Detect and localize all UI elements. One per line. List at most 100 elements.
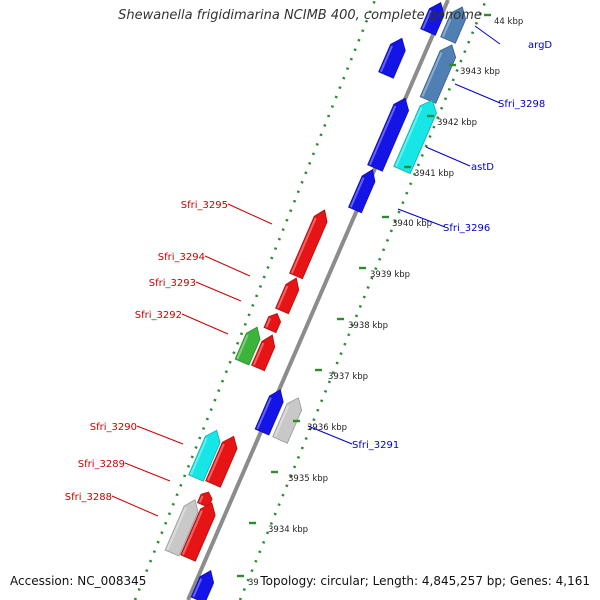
reverse-gene-label-3: Sfri_3293 xyxy=(149,278,196,289)
reverse-gene-9-highlight xyxy=(166,507,187,551)
reverse-gene-7 xyxy=(205,435,238,488)
forward-gene-leader-1 xyxy=(474,25,501,45)
reverse-gene-10-body xyxy=(180,502,216,562)
forward-gene-6 xyxy=(393,99,437,175)
reverse-gene-9-body xyxy=(164,499,199,557)
reverse-gene-10-highlight xyxy=(181,510,203,556)
scale-tick-label-4: 3941 kbp xyxy=(414,169,454,179)
forward-gene-7 xyxy=(348,168,376,214)
forward-gene-5 xyxy=(367,97,410,172)
reverse-gene-8-highlight xyxy=(198,495,204,503)
forward-gene-3 xyxy=(378,37,406,79)
forward-gene-leader-2 xyxy=(454,83,501,104)
genome-summary-text: Topology: circular; Length: 4,845,257 bp… xyxy=(258,574,592,588)
backbone-line xyxy=(186,0,450,600)
reverse-gene-6-body xyxy=(188,429,221,482)
backbone-track xyxy=(186,0,450,600)
reverse-gene-7-body xyxy=(205,435,238,488)
forward-gene-3-body xyxy=(378,37,406,79)
reverse-gene-label-6: Sfri_3289 xyxy=(78,459,125,470)
forward-gene-label-2: Sfri_3298 xyxy=(498,99,545,110)
reverse-gene-leader-2 xyxy=(204,255,251,277)
reverse-gene-2-body xyxy=(275,277,300,315)
genome-title: Shewanella frigidimarina NCIMB 400, comp… xyxy=(118,8,482,23)
scale-tick-label-9: 3936 kbp xyxy=(307,423,347,433)
reverse-gene-3 xyxy=(263,312,282,334)
scale-ticks: 44 kbp 3943 kbp 3942 kbp 3941 kbp 3940 kbp 39… xyxy=(237,13,523,588)
forward-gene-2-highlight xyxy=(441,14,454,38)
forward-gene-5-body xyxy=(367,97,410,172)
forward-gene-5-highlight xyxy=(368,105,397,166)
forward-gene-leader-5 xyxy=(307,425,353,445)
reverse-gene-8 xyxy=(196,491,213,508)
reverse-gene-9 xyxy=(164,499,199,557)
reverse-gene-label-7: Sfri_3288 xyxy=(65,492,112,503)
scale-tick-label-8: 3937 kbp xyxy=(328,372,368,382)
forward-gene-7-highlight xyxy=(349,177,365,208)
reverse-gene-6 xyxy=(188,429,221,482)
scale-tick-label-7: 3938 kbp xyxy=(348,321,388,331)
reverse-gene-leader-5 xyxy=(136,425,184,445)
forward-gene-6-highlight xyxy=(395,107,423,167)
scale-tick-label-6: 3939 kbp xyxy=(370,270,410,280)
scale-tick-label-11: 3934 kbp xyxy=(268,525,308,535)
forward-gene-8-body xyxy=(254,389,284,436)
reverse-gene-1-body xyxy=(289,209,328,280)
reverse-gene-5-body xyxy=(251,334,276,372)
reverse-gene-5-highlight xyxy=(252,342,265,366)
forward-gene-9 xyxy=(272,397,303,444)
forward-gene-label-3: astD xyxy=(471,162,494,173)
reverse-gene-10 xyxy=(180,502,216,562)
reverse-gene-leader-4 xyxy=(181,313,229,335)
reverse-gene-label-2: Sfri_3294 xyxy=(158,252,205,263)
scale-tick-label-10: 3935 kbp xyxy=(288,474,328,484)
genome-summary-label: Topology: circular; Length: 4,845,257 bp… xyxy=(258,574,592,588)
forward-gene-label-1: argD xyxy=(528,40,552,51)
reverse-gene-4-highlight xyxy=(236,334,249,360)
scale-tick-label-12: 39 xyxy=(248,578,259,588)
forward-gene-1-body xyxy=(420,2,445,36)
forward-gene-label-4: Sfri_3296 xyxy=(443,223,490,234)
forward-gene-9-highlight xyxy=(273,405,290,438)
reverse-gene-7-highlight xyxy=(206,443,225,482)
forward-gene-1 xyxy=(420,2,445,36)
scale-tick-label-5: 3940 kbp xyxy=(392,219,432,229)
gene-features xyxy=(164,2,467,600)
reverse-gene-2-highlight xyxy=(276,285,289,309)
reverse-gene-5 xyxy=(251,334,276,372)
gene-labels: argD Sfri_3298 astD Sfri_3296 Sfri_3291 Sfri_… xyxy=(65,25,552,517)
forward-gene-3-highlight xyxy=(379,45,393,73)
forward-gene-10 xyxy=(190,570,215,600)
forward-gene-1-highlight xyxy=(421,9,432,30)
forward-gene-2-body xyxy=(440,6,467,44)
reverse-gene-3-body xyxy=(263,312,282,334)
reverse-gene-1-highlight xyxy=(290,217,317,274)
reverse-gene-leader-7 xyxy=(111,495,159,517)
reverse-gene-6-highlight xyxy=(189,437,208,476)
reverse-gene-3-highlight xyxy=(265,317,272,328)
scale-tick-label-3: 3942 kbp xyxy=(437,118,477,128)
forward-gene-4-highlight xyxy=(421,52,443,97)
reverse-gene-4-body xyxy=(234,326,261,366)
accession-text: Accession: NC_008345 xyxy=(8,574,149,588)
forward-gene-7-body xyxy=(348,168,376,214)
outer-dot-track xyxy=(238,0,488,600)
forward-gene-2 xyxy=(440,6,467,44)
reverse-gene-leader-1 xyxy=(227,203,273,225)
inner-dot-track xyxy=(133,0,377,600)
reverse-gene-label-1: Sfri_3295 xyxy=(181,200,228,211)
reverse-gene-label-4: Sfri_3292 xyxy=(135,310,182,321)
forward-gene-label-5: Sfri_3291 xyxy=(352,440,399,451)
forward-gene-leader-4 xyxy=(397,208,446,228)
forward-gene-8-highlight xyxy=(256,397,272,430)
forward-gene-10-body xyxy=(190,570,215,600)
reverse-gene-2 xyxy=(275,277,300,315)
forward-gene-9-body xyxy=(272,397,303,444)
accession-label: Accession: NC_008345 xyxy=(8,574,149,588)
reverse-gene-leader-3 xyxy=(195,281,242,302)
forward-gene-8 xyxy=(254,389,284,436)
reverse-gene-8-body xyxy=(196,491,213,508)
forward-gene-6-body xyxy=(393,99,437,175)
reverse-gene-1 xyxy=(289,209,328,280)
